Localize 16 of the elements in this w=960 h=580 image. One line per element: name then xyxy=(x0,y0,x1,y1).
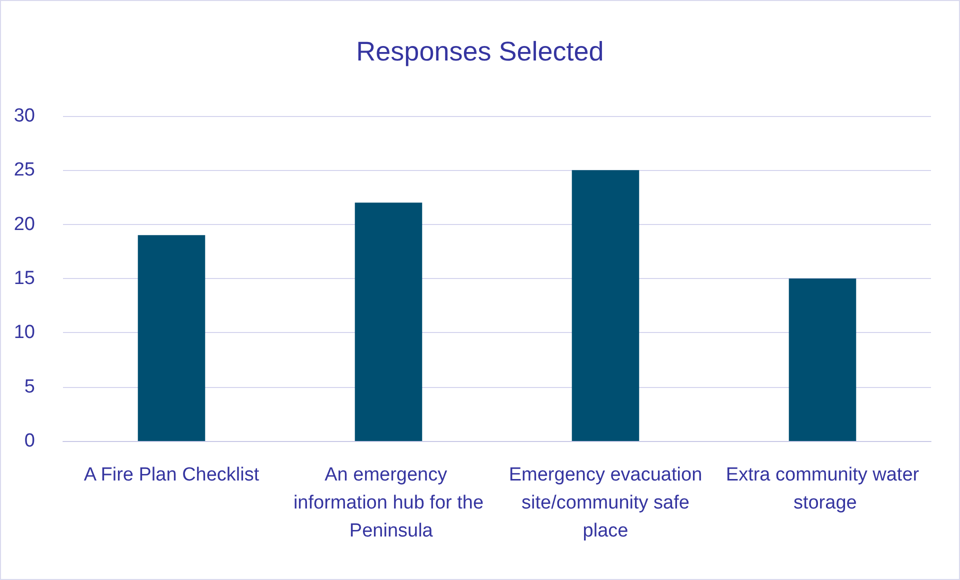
y-tick-label: 10 xyxy=(14,322,35,344)
y-tick-label: 25 xyxy=(14,160,35,181)
x-tick-label: A Fire Plan Checklist xyxy=(84,464,260,486)
bar xyxy=(788,278,856,441)
y-tick-label: 0 xyxy=(24,430,35,452)
y-tick-label: 30 xyxy=(14,106,35,126)
bar xyxy=(138,235,206,441)
y-tick-label: 15 xyxy=(14,268,35,289)
bar xyxy=(354,202,422,441)
x-tick-label: An emergency information hub for the Peninsula xyxy=(293,464,484,542)
x-tick-label: Extra community water storage xyxy=(726,464,920,514)
y-tick-label: 20 xyxy=(14,214,35,235)
chart-title: Responses Selected xyxy=(356,36,604,66)
y-tick-label: 5 xyxy=(24,376,35,398)
x-tick-label: Emergency evacuation site/community safe place xyxy=(508,464,702,542)
bar xyxy=(572,170,640,441)
